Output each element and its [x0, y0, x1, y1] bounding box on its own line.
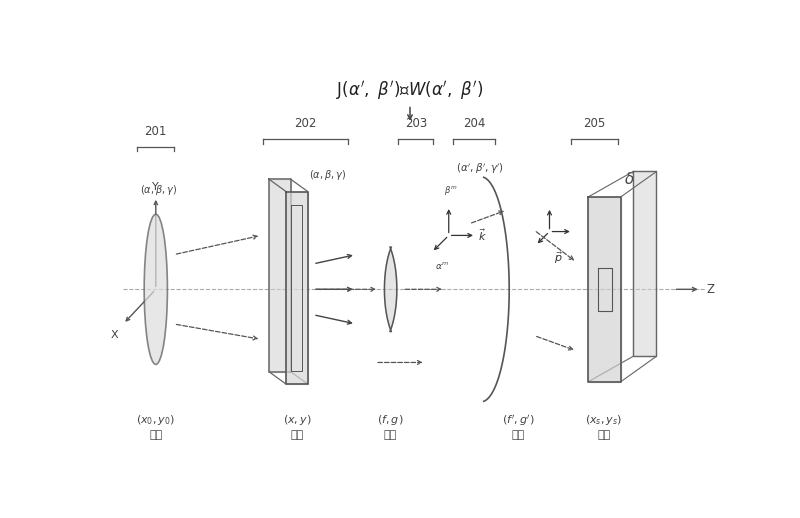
- Text: $(x,y)$: $(x,y)$: [282, 412, 311, 426]
- Text: $\alpha^m$: $\alpha^m$: [435, 260, 450, 271]
- Text: 频域: 频域: [512, 430, 525, 440]
- Text: $(f,g)$: $(f,g)$: [378, 412, 404, 426]
- Text: $\beta^m$: $\beta^m$: [444, 184, 457, 197]
- Text: 204: 204: [463, 117, 486, 130]
- Polygon shape: [269, 179, 290, 372]
- Polygon shape: [385, 247, 397, 332]
- Text: $\mathrm{J}(\alpha',\ \beta')$和$W(\alpha',\ \beta')$: $\mathrm{J}(\alpha',\ \beta')$和$W(\alpha…: [336, 79, 484, 102]
- Text: $\vec{p}$: $\vec{p}$: [554, 250, 563, 266]
- Text: 203: 203: [405, 117, 427, 130]
- Text: $(\alpha,\beta,\gamma)$: $(\alpha,\beta,\gamma)$: [310, 167, 346, 181]
- Polygon shape: [286, 192, 308, 384]
- Polygon shape: [588, 197, 621, 382]
- Text: 202: 202: [294, 117, 317, 130]
- Text: $(\alpha',\beta',\gamma')$: $(\alpha',\beta',\gamma')$: [456, 162, 504, 176]
- Text: 205: 205: [583, 117, 606, 130]
- Text: $\delta$: $\delta$: [624, 171, 634, 187]
- Text: 掩膜: 掩膜: [290, 430, 303, 440]
- Text: X: X: [111, 330, 118, 340]
- Text: Y: Y: [153, 181, 159, 192]
- Text: 入瞳: 入瞳: [384, 430, 398, 440]
- Text: 成像: 成像: [597, 430, 610, 440]
- Text: $\vec{k}$: $\vec{k}$: [478, 227, 487, 243]
- Text: $(x_s,y_s)$: $(x_s,y_s)$: [585, 412, 622, 426]
- Ellipse shape: [144, 214, 167, 364]
- Polygon shape: [634, 171, 657, 356]
- Text: $(f',g')$: $(f',g')$: [502, 412, 534, 427]
- Text: $(\alpha,\beta,\gamma)$: $(\alpha,\beta,\gamma)$: [140, 183, 178, 197]
- Text: Z: Z: [706, 283, 714, 296]
- Text: $(x_0,y_0)$: $(x_0,y_0)$: [136, 412, 175, 426]
- Text: 光源: 光源: [149, 430, 162, 440]
- Text: 201: 201: [145, 125, 167, 138]
